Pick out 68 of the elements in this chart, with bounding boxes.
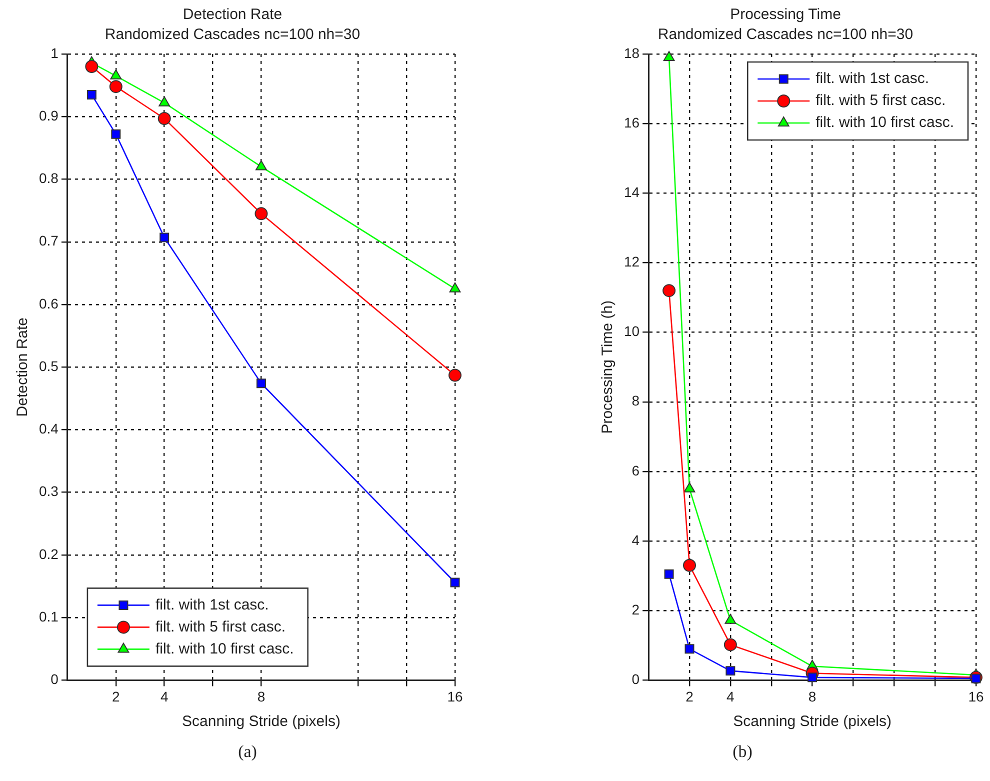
y-tick-label: 1 bbox=[50, 44, 59, 61]
y-tick-label: 0.7 bbox=[38, 232, 59, 249]
point bbox=[449, 282, 461, 292]
y-tick-label: 10 bbox=[624, 323, 640, 340]
y-axis-title: Processing Time (h) bbox=[599, 300, 616, 434]
point bbox=[808, 672, 818, 682]
point bbox=[683, 558, 696, 572]
point bbox=[662, 284, 676, 298]
point bbox=[450, 578, 460, 588]
point bbox=[160, 232, 170, 242]
x-tick-label: 8 bbox=[808, 688, 816, 704]
legend-label: filt. with 10 first casc. bbox=[155, 640, 294, 658]
point bbox=[110, 69, 122, 80]
y-tick-label: 2 bbox=[632, 601, 640, 618]
y-tick-label: 0.4 bbox=[38, 420, 59, 437]
point bbox=[85, 60, 98, 74]
point bbox=[724, 638, 737, 652]
x-tick-label: 8 bbox=[257, 688, 266, 704]
y-tick-label: 12 bbox=[624, 254, 640, 270]
point bbox=[684, 482, 696, 492]
point bbox=[256, 160, 267, 170]
legend-label: filt. with 5 first casc. bbox=[816, 92, 946, 110]
point bbox=[684, 644, 694, 654]
point bbox=[158, 112, 171, 125]
x-tick-label: 16 bbox=[447, 688, 463, 704]
point bbox=[86, 90, 96, 100]
point bbox=[256, 378, 266, 388]
legend-label: filt. with 10 first casc. bbox=[816, 114, 954, 132]
point bbox=[109, 80, 122, 94]
text: (a) bbox=[237, 742, 258, 762]
point bbox=[111, 129, 121, 139]
x-axis-title: Scanning Stride (pixels) bbox=[733, 713, 892, 730]
y-tick-label: 0.6 bbox=[38, 295, 59, 312]
legend-label: filt. with 1st casc. bbox=[816, 70, 930, 88]
y-axis-title: Detection Rate bbox=[14, 317, 32, 417]
y-tick-label: 6 bbox=[632, 462, 640, 478]
x-tick-label: 2 bbox=[686, 688, 694, 704]
y-tick-label: 0.1 bbox=[38, 608, 59, 624]
y-tick-label: 8 bbox=[632, 392, 640, 409]
y-tick-label: 18 bbox=[624, 44, 640, 61]
x-tick-label: 2 bbox=[112, 688, 120, 704]
point bbox=[663, 50, 675, 61]
y-tick-label: 14 bbox=[624, 184, 640, 200]
chart-subtitle: Randomized Cascades nc=100 nh=30 bbox=[104, 26, 360, 44]
y-tick-label: 0.5 bbox=[38, 358, 59, 374]
x-tick-label: 16 bbox=[968, 688, 984, 704]
y-tick-label: 16 bbox=[624, 114, 640, 130]
x-tick-label: 4 bbox=[160, 688, 168, 704]
legend-label: filt. with 5 first casc. bbox=[155, 618, 286, 636]
point bbox=[254, 207, 268, 220]
point bbox=[664, 569, 674, 579]
point bbox=[726, 666, 736, 676]
y-tick-label: 0.9 bbox=[38, 107, 59, 124]
y-tick-label: 0 bbox=[50, 671, 59, 688]
y-tick-label: 4 bbox=[632, 532, 640, 548]
chart-title: Detection Rate bbox=[182, 6, 282, 24]
point bbox=[448, 368, 462, 382]
y-tick-label: 0 bbox=[632, 671, 640, 688]
point bbox=[158, 96, 170, 106]
y-tick-label: 0.3 bbox=[38, 483, 59, 500]
y-tick-label: 0.2 bbox=[38, 546, 59, 562]
y-tick-label: 0.8 bbox=[38, 170, 59, 186]
legend-label: filt. with 1st casc. bbox=[155, 596, 269, 614]
x-tick-label: 4 bbox=[726, 688, 735, 704]
x-axis-title: Scanning Stride (pixels) bbox=[182, 713, 340, 730]
chart-subtitle: Randomized Cascades nc=100 nh=30 bbox=[658, 26, 914, 44]
text: (b) bbox=[732, 742, 754, 762]
chart-title: Processing Time bbox=[730, 6, 841, 24]
